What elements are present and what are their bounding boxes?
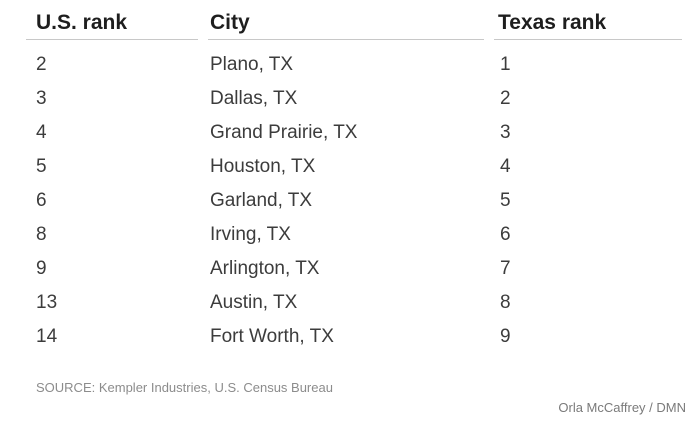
cell-texas-rank: 1 bbox=[500, 54, 511, 75]
table-row: 6 Garland, TX 5 bbox=[26, 184, 682, 218]
header-us-rank: U.S. rank bbox=[26, 6, 198, 40]
table-row: 14 Fort Worth, TX 9 bbox=[26, 320, 682, 354]
cell-city: Garland, TX bbox=[210, 190, 313, 211]
cell-us-rank: 8 bbox=[36, 224, 47, 245]
header-texas-rank: Texas rank bbox=[494, 6, 682, 40]
cell-us-rank: 13 bbox=[36, 292, 58, 313]
header-city: City bbox=[208, 6, 484, 40]
cell-city: Houston, TX bbox=[210, 156, 316, 177]
cell-texas-rank: 9 bbox=[500, 326, 511, 347]
credit-line: Orla McCaffrey / DMN bbox=[558, 400, 686, 415]
cell-texas-rank: 3 bbox=[500, 122, 511, 143]
cell-city: Arlington, TX bbox=[210, 258, 320, 279]
cell-us-rank: 3 bbox=[36, 88, 47, 109]
table-row: 5 Houston, TX 4 bbox=[26, 150, 682, 184]
source-note: SOURCE: Kempler Industries, U.S. Census … bbox=[36, 380, 333, 395]
cell-city: Plano, TX bbox=[210, 54, 294, 75]
cell-city: Dallas, TX bbox=[210, 88, 298, 109]
cell-texas-rank: 4 bbox=[500, 156, 511, 177]
cell-texas-rank: 6 bbox=[500, 224, 511, 245]
cell-us-rank: 14 bbox=[36, 326, 58, 347]
table-row: 4 Grand Prairie, TX 3 bbox=[26, 116, 682, 150]
cell-texas-rank: 8 bbox=[500, 292, 511, 313]
cell-us-rank: 6 bbox=[36, 190, 47, 211]
cell-us-rank: 5 bbox=[36, 156, 47, 177]
cell-us-rank: 9 bbox=[36, 258, 47, 279]
cell-texas-rank: 5 bbox=[500, 190, 511, 211]
cell-texas-rank: 2 bbox=[500, 88, 511, 109]
cell-us-rank: 2 bbox=[36, 54, 47, 75]
table-row: 2 Plano, TX 1 bbox=[26, 48, 682, 82]
table-header: U.S. rank City Texas rank bbox=[26, 6, 682, 40]
table-body: 2 Plano, TX 1 3 Dallas, TX 2 4 Grand Prairie, T… bbox=[26, 48, 682, 354]
table-row: 9 Arlington, TX 7 bbox=[26, 252, 682, 286]
cell-city: Fort Worth, TX bbox=[210, 326, 334, 347]
cell-city: Irving, TX bbox=[210, 224, 291, 245]
cell-city: Grand Prairie, TX bbox=[210, 122, 358, 143]
cell-texas-rank: 7 bbox=[500, 258, 511, 279]
table-row: 3 Dallas, TX 2 bbox=[26, 82, 682, 116]
cell-city: Austin, TX bbox=[210, 292, 298, 313]
table-row: 8 Irving, TX 6 bbox=[26, 218, 682, 252]
table-row: 13 Austin, TX 8 bbox=[26, 286, 682, 320]
cell-us-rank: 4 bbox=[36, 122, 47, 143]
rank-table: U.S. rank City Texas rank 2 Plano, TX 1 3 Da… bbox=[26, 6, 682, 354]
